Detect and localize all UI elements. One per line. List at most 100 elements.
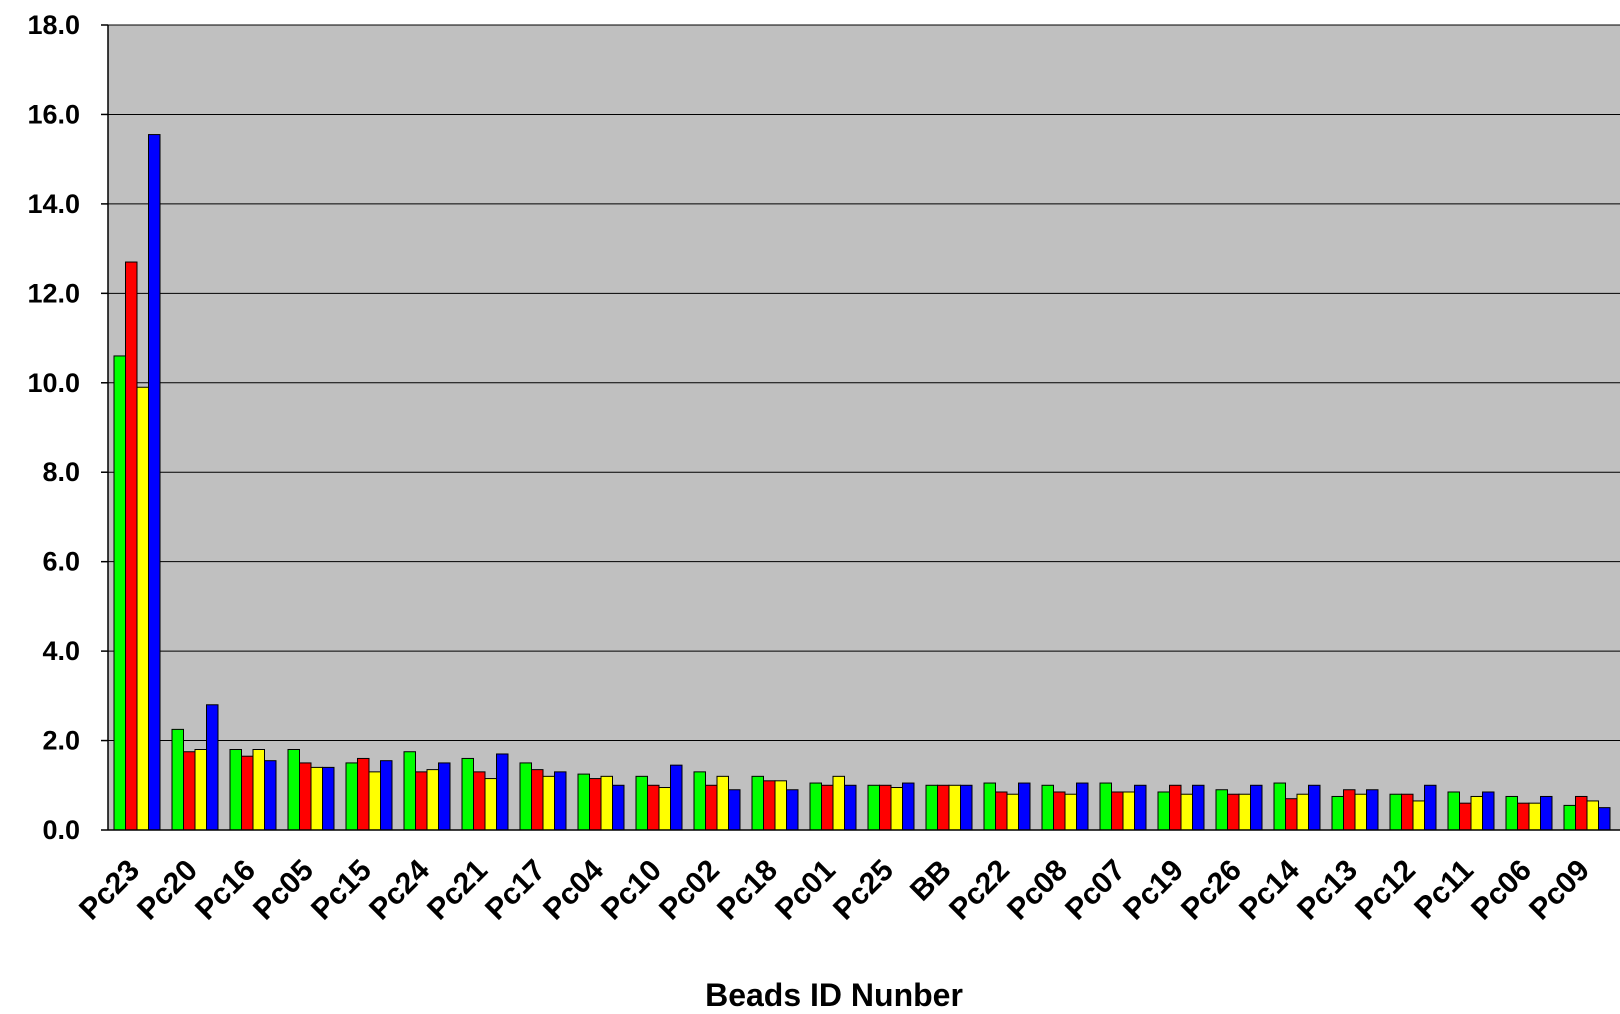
bar xyxy=(1447,791,1460,831)
x-tick-label: Pc06 xyxy=(1465,854,1538,927)
y-tick-label: 2.0 xyxy=(42,726,80,756)
bar xyxy=(310,766,323,831)
bar xyxy=(786,789,799,831)
x-tick-label: Pc10 xyxy=(595,854,668,927)
bar xyxy=(252,749,265,831)
bar xyxy=(1517,802,1530,831)
bar xyxy=(705,784,718,831)
bar xyxy=(600,775,613,831)
bar xyxy=(716,775,729,831)
bar xyxy=(1099,782,1112,831)
bar xyxy=(1053,791,1066,831)
bar xyxy=(960,784,973,831)
bar xyxy=(1528,802,1541,831)
bar xyxy=(1238,793,1251,831)
x-tick-label: Pc13 xyxy=(1291,854,1364,927)
bar xyxy=(322,766,335,831)
y-tick-label: 6.0 xyxy=(42,547,80,577)
x-tick-label: Pc20 xyxy=(131,854,204,927)
bar xyxy=(194,749,207,831)
bar xyxy=(542,775,555,831)
x-axis-title: Beads ID Nunber xyxy=(705,977,963,1013)
bar xyxy=(357,757,370,831)
bar xyxy=(1296,793,1309,831)
bar xyxy=(821,784,834,831)
bar xyxy=(948,784,961,831)
y-tick-label: 16.0 xyxy=(27,99,80,129)
bar xyxy=(531,769,544,831)
x-tick-label: Pc24 xyxy=(363,853,436,926)
bars xyxy=(113,134,1611,831)
bar xyxy=(670,764,683,831)
bar xyxy=(774,780,787,831)
bar xyxy=(1018,782,1031,831)
y-tick-label: 10.0 xyxy=(27,368,80,398)
y-tick-label: 14.0 xyxy=(27,189,80,219)
bar xyxy=(1285,798,1298,831)
y-axis-ticks: 0.0 2.0 4.0 6.0 8.0 10.0 12.0 14.0 16.0 18.0 xyxy=(27,10,108,845)
y-tick-label: 12.0 xyxy=(27,278,80,308)
x-tick-label: Pc23 xyxy=(73,854,146,927)
x-tick-label: Pc26 xyxy=(1175,854,1248,927)
bar xyxy=(1250,784,1263,831)
bar xyxy=(1122,791,1135,831)
bar xyxy=(415,771,428,831)
y-tick-label: 0.0 xyxy=(42,815,80,845)
x-tick-label: Pc21 xyxy=(421,854,494,927)
bar xyxy=(832,775,845,831)
bar xyxy=(519,762,532,831)
bar xyxy=(438,762,451,831)
bar xyxy=(183,751,196,831)
bar xyxy=(484,778,497,831)
bar xyxy=(1134,784,1147,831)
bar xyxy=(1389,793,1402,831)
x-tick-label: Pc12 xyxy=(1349,854,1422,927)
bar xyxy=(1459,802,1472,831)
bar xyxy=(589,778,602,831)
bar xyxy=(1401,793,1414,831)
x-tick-label: Pc08 xyxy=(1001,854,1074,927)
bar xyxy=(403,751,416,831)
bar xyxy=(1041,784,1054,831)
bar xyxy=(925,784,938,831)
bar xyxy=(577,773,590,831)
bar xyxy=(635,775,648,831)
bar xyxy=(148,134,161,831)
bar xyxy=(1227,793,1240,831)
x-tick-label: Pc05 xyxy=(247,854,320,927)
x-tick-label: Pc14 xyxy=(1233,853,1306,926)
y-tick-label: 18.0 xyxy=(27,10,80,40)
bar xyxy=(380,760,393,831)
bar xyxy=(983,782,996,831)
bar xyxy=(647,784,660,831)
bar xyxy=(1215,789,1228,831)
bar xyxy=(693,771,706,831)
bar xyxy=(1575,795,1588,831)
bar xyxy=(1169,784,1182,831)
bar xyxy=(1540,795,1553,831)
x-tick-label: Pc15 xyxy=(305,854,378,927)
bar xyxy=(1064,793,1077,831)
bar xyxy=(554,771,567,831)
bar xyxy=(287,749,300,831)
bar xyxy=(125,261,138,831)
bar xyxy=(890,787,903,831)
bar xyxy=(844,784,857,831)
x-tick-label: Pc16 xyxy=(189,854,262,927)
bar xyxy=(473,771,486,831)
x-tick-label: Pc19 xyxy=(1117,854,1190,927)
x-tick-label: Pc18 xyxy=(711,854,784,927)
bar xyxy=(299,762,312,831)
bar xyxy=(1308,784,1321,831)
bar xyxy=(1482,791,1495,831)
bar xyxy=(867,784,880,831)
bar xyxy=(1273,782,1286,831)
bar xyxy=(1354,793,1367,831)
bar xyxy=(1180,793,1193,831)
y-tick-label: 4.0 xyxy=(42,636,80,666)
bar xyxy=(1192,784,1205,831)
bar xyxy=(1006,793,1019,831)
bar xyxy=(902,782,915,831)
bar xyxy=(1586,800,1599,831)
